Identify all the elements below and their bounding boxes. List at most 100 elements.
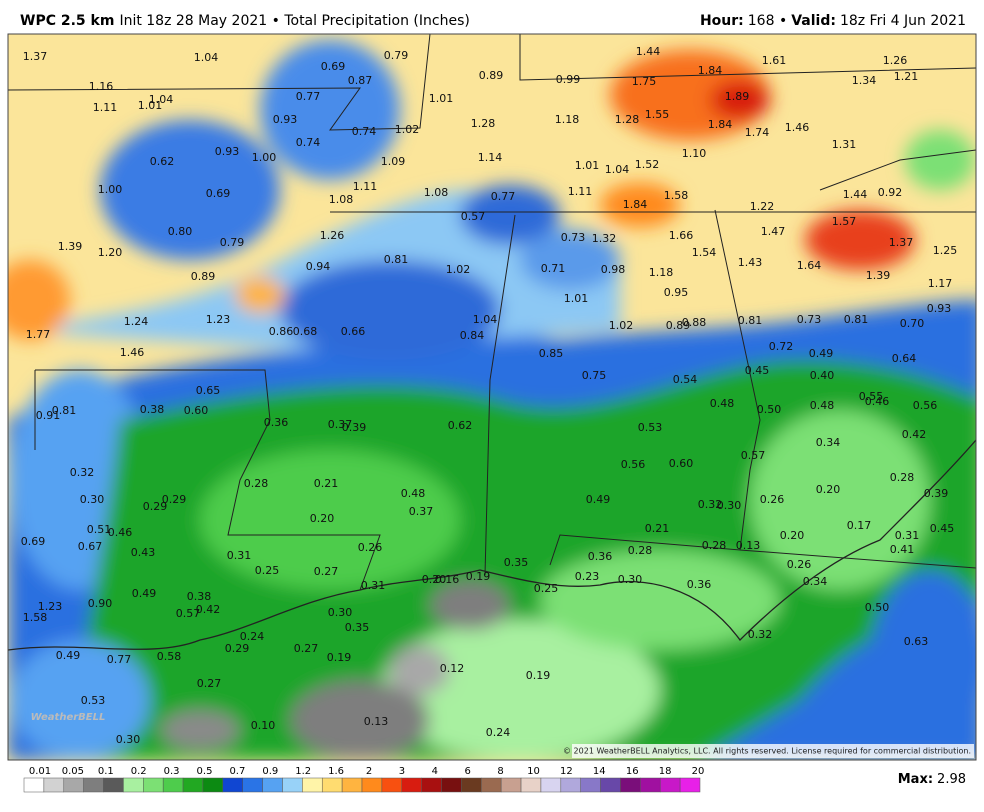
colorbar-swatch [222, 777, 243, 793]
map-value-label: 0.12 [440, 662, 465, 675]
map-value-label: 1.04 [473, 313, 498, 326]
map-value-label: 0.80 [168, 225, 193, 238]
map-value-label: 0.91 [36, 409, 61, 422]
colorbar-swatch [182, 777, 204, 793]
colorbar-label: 0.1 [98, 766, 114, 777]
map-value-label: 0.90 [88, 597, 113, 610]
map-value-label: 1.58 [23, 611, 48, 624]
map-value-label: 0.19 [466, 570, 491, 583]
header-left: WPC 2.5 km Init 18z 28 May 2021 • Total P… [20, 13, 470, 29]
map-value-label: 0.60 [184, 404, 209, 417]
map-value-label: 0.62 [448, 419, 473, 432]
copyright: © 2021 WeatherBELL Analytics, LLC. All r… [563, 747, 971, 756]
map-value-label: 0.20 [816, 483, 841, 496]
map-value-label: 0.17 [847, 519, 872, 532]
map-value-label: 1.04 [605, 163, 630, 176]
map-value-label: 0.58 [157, 650, 182, 663]
map-value-label: 1.43 [738, 256, 763, 269]
hour-value: 168 • [748, 13, 787, 29]
map-value-label: 0.62 [150, 155, 175, 168]
map-value-label: 0.73 [797, 313, 822, 326]
map-value-label: 0.46 [108, 526, 133, 539]
map-value-label: 1.47 [761, 225, 786, 238]
map-value-label: 0.34 [816, 436, 841, 449]
map-value-label: 0.23 [575, 570, 600, 583]
map-value-label: 0.36 [687, 578, 712, 591]
map-value-label: 0.20 [310, 512, 335, 525]
map-value-label: 0.94 [306, 260, 331, 273]
colorbar-swatch [361, 777, 383, 793]
colorbar-label: 0.05 [62, 766, 84, 777]
colorbar-swatch [679, 777, 701, 793]
map-value-label: 0.30 [618, 573, 643, 586]
colorbar-label: 1.2 [295, 766, 311, 777]
colorbar-swatch [143, 777, 164, 793]
colorbar-swatch [620, 777, 641, 793]
map-value-label: 0.57 [741, 449, 766, 462]
colorbar-swatch [63, 777, 84, 793]
map-value-label: 0.19 [526, 669, 551, 682]
map-value-label: 0.32 [748, 628, 773, 641]
colorbar-swatch [500, 777, 522, 793]
map-value-label: 0.26 [787, 558, 812, 571]
map-value-label: 0.26 [358, 541, 383, 554]
colorbar-swatch [202, 777, 224, 793]
map-value-label: 0.77 [296, 90, 321, 103]
colorbar-swatch [242, 777, 263, 793]
map-value-label: 0.73 [561, 231, 586, 244]
map-value-label: 0.84 [460, 329, 485, 342]
map-value-label: 0.27 [197, 677, 222, 690]
map-value-label: 0.69 [21, 535, 46, 548]
colorbar-swatch [262, 777, 283, 793]
map-value-label: 0.16 [435, 573, 460, 586]
max-text: Max: 2.98 [898, 772, 966, 787]
map-value-label: 1.32 [592, 232, 617, 245]
map-value-label: 1.75 [632, 75, 657, 88]
map-value-label: 1.52 [635, 158, 660, 171]
valid-value: 18z Fri 4 Jun 2021 [840, 13, 966, 29]
map-value-label: 1.46 [120, 346, 145, 359]
map-value-label: 0.70 [900, 317, 925, 330]
map-value-label: 0.10 [251, 719, 276, 732]
map-value-label: 1.44 [636, 45, 661, 58]
map-value-label: 0.53 [81, 694, 106, 707]
colorbar-label: 16 [626, 766, 639, 777]
max-value: 2.98 [937, 772, 966, 787]
max-label: Max: [898, 772, 933, 787]
colorbar-swatch [441, 777, 462, 793]
colorbar-label: 6 [465, 766, 471, 777]
map-value-label: 0.37 [328, 418, 353, 431]
map-value-label: 0.50 [757, 403, 782, 416]
map-value-label: 1.24 [124, 315, 149, 328]
map-value-label: 1.01 [564, 292, 589, 305]
colorbar-label: 1.6 [328, 766, 344, 777]
map-value-label: 0.89 [191, 270, 216, 283]
map-value-label: 0.24 [486, 726, 511, 739]
map-value-label: 0.42 [902, 428, 927, 441]
colorbar: 0.01 0.05 0.1 0.2 0.3 0.5 0.7 0.9 1.2 1.6 2 3 4 6 8 10 1… [23, 766, 705, 793]
map-value-label: 0.53 [638, 421, 663, 434]
map-value-label: 0.31 [227, 549, 252, 562]
map-value-label: 0.41 [890, 543, 915, 556]
map-value-label: 0.13 [364, 715, 389, 728]
model-name: WPC 2.5 km [20, 13, 114, 29]
map-value-label: 0.67 [78, 540, 103, 553]
precip-field [8, 34, 976, 760]
colorbar-swatch [23, 777, 45, 793]
map-value-label: 1.23 [206, 313, 231, 326]
map-value-label: 0.30 [717, 499, 742, 512]
colorbar-label: 20 [692, 766, 705, 777]
map-frame [7, 33, 977, 761]
map-value-label: 0.71 [541, 262, 566, 275]
map-value-label: 0.49 [809, 347, 834, 360]
map-value-label: 0.21 [314, 477, 339, 490]
map-value-label: 1.66 [669, 229, 694, 242]
map-value-label: 0.87 [348, 74, 373, 87]
map-value-label: 0.74 [296, 136, 321, 149]
map-value-label: 0.64 [892, 352, 917, 365]
map-value-label: 0.36 [588, 550, 613, 563]
map-value-label: 0.79 [384, 49, 409, 62]
colorbar-swatch [341, 777, 363, 793]
colorbar-swatch [381, 777, 403, 793]
map-value-label: 1.54 [692, 246, 717, 259]
